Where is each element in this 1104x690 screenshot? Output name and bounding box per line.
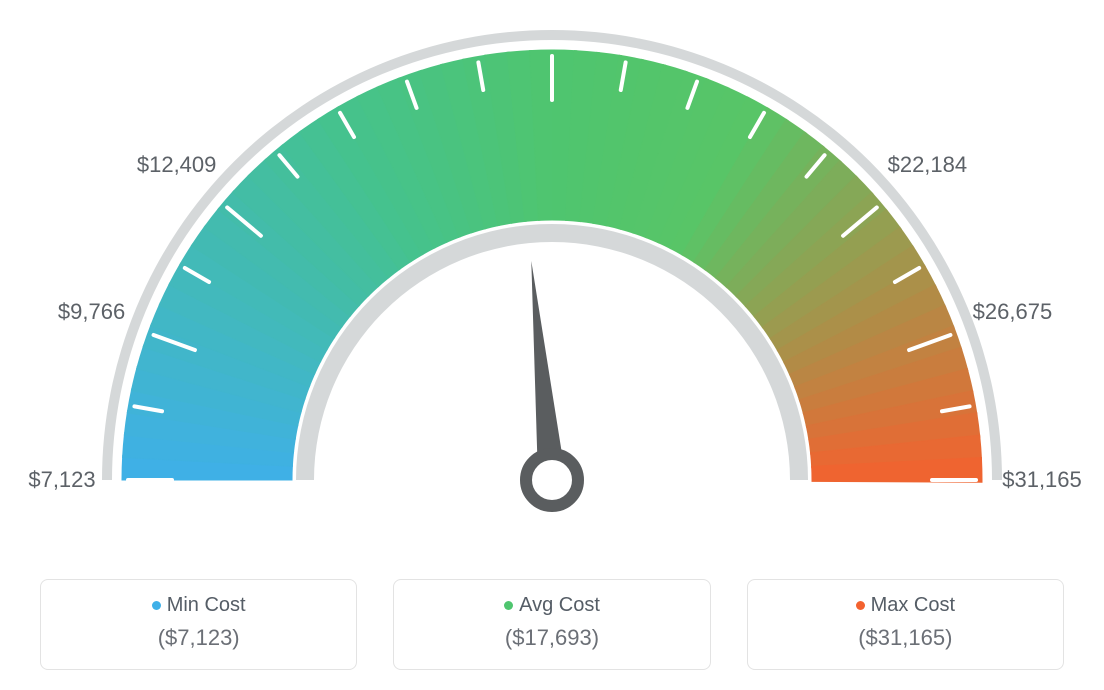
gauge-tick-label: $22,184	[888, 152, 968, 178]
gauge-tick-label: $7,123	[28, 467, 95, 493]
legend-label: Avg Cost	[404, 594, 699, 617]
gauge-tick-label: $31,165	[1002, 467, 1082, 493]
legend-label-text: Min Cost	[167, 594, 246, 616]
legend-label: Min Cost	[51, 594, 346, 617]
legend-card-avg: Avg Cost ($17,693)	[393, 579, 710, 670]
gauge: $7,123 $9,766 $12,409 $17,693 $22,184 $26,675…	[0, 0, 1104, 540]
dot-icon	[504, 601, 513, 610]
dot-icon	[152, 601, 161, 610]
legend-label-text: Max Cost	[871, 594, 955, 616]
dot-icon	[856, 601, 865, 610]
legend-label-text: Avg Cost	[519, 594, 600, 616]
gauge-tick-label: $26,675	[973, 299, 1053, 325]
gauge-tick-label: $12,409	[137, 152, 217, 178]
gauge-tick-label: $9,766	[58, 299, 125, 325]
legend-label: Max Cost	[758, 594, 1053, 617]
gauge-tick-label: $17,693	[512, 0, 592, 3]
gauge-svg	[0, 0, 1104, 540]
legend-value: ($7,123)	[51, 625, 346, 651]
gauge-hub	[526, 454, 578, 506]
chart-container: $7,123 $9,766 $12,409 $17,693 $22,184 $26,675…	[0, 0, 1104, 690]
legend-card-min: Min Cost ($7,123)	[40, 579, 357, 670]
legend-card-max: Max Cost ($31,165)	[747, 579, 1064, 670]
legend-value: ($17,693)	[404, 625, 699, 651]
legend: Min Cost ($7,123) Avg Cost ($17,693) Max…	[0, 579, 1104, 670]
legend-value: ($31,165)	[758, 625, 1053, 651]
